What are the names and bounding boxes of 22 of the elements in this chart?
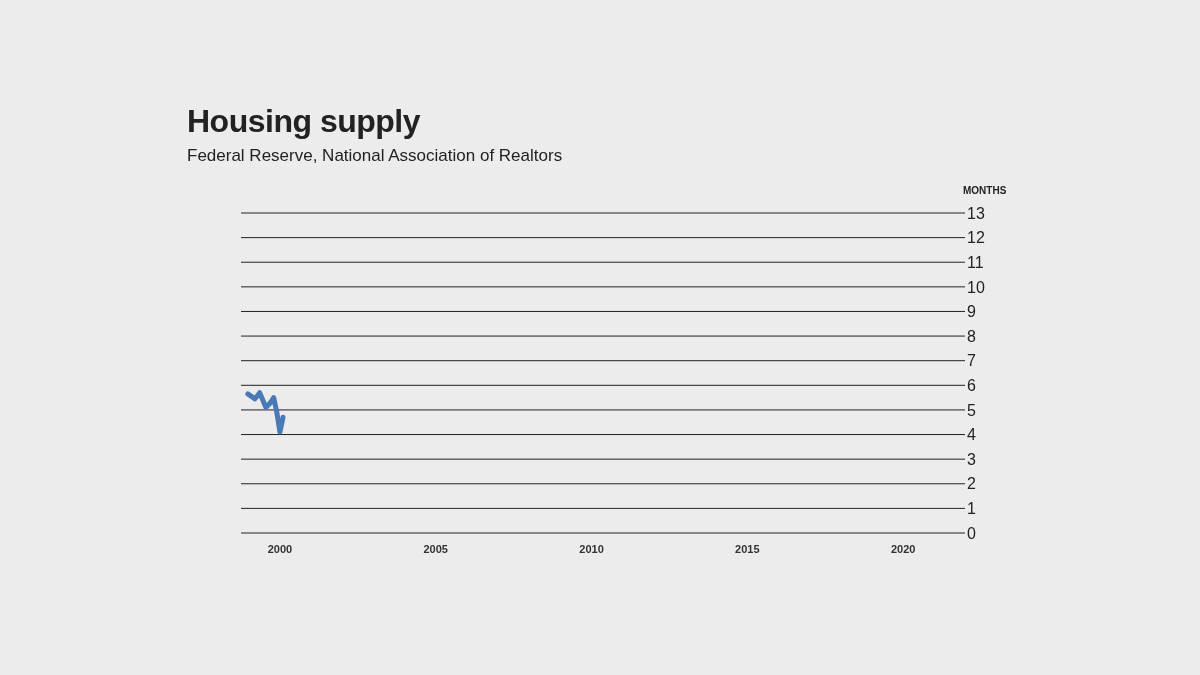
y-tick-label: 13 — [967, 204, 985, 222]
y-axis-title: MONTHS — [963, 185, 1007, 196]
y-tick-label: 4 — [967, 426, 976, 444]
x-tick-label: 2015 — [735, 542, 760, 555]
chart-title: Housing supply — [187, 103, 420, 140]
y-tick-label: 0 — [967, 524, 976, 542]
y-tick-label: 9 — [967, 303, 976, 321]
y-tick-label: 1 — [967, 500, 976, 518]
y-tick-label: 2 — [967, 475, 976, 493]
y-tick-label: 12 — [967, 229, 985, 247]
x-tick-label: 2005 — [423, 542, 448, 555]
chart-subtitle: Federal Reserve, National Association of Realtors — [187, 146, 563, 166]
y-tick-label: 8 — [967, 327, 976, 345]
x-tick-label: 2000 — [267, 542, 293, 555]
x-tick-label: 2010 — [579, 542, 604, 555]
y-tick-label: 6 — [967, 376, 976, 394]
y-tick-label: 11 — [967, 253, 984, 271]
y-tick-label: 10 — [967, 278, 985, 296]
y-tick-label: 3 — [967, 450, 976, 468]
y-tick-label: 7 — [967, 352, 976, 370]
y-tick-label: 5 — [967, 401, 976, 419]
x-tick-label: 2020 — [890, 542, 916, 555]
